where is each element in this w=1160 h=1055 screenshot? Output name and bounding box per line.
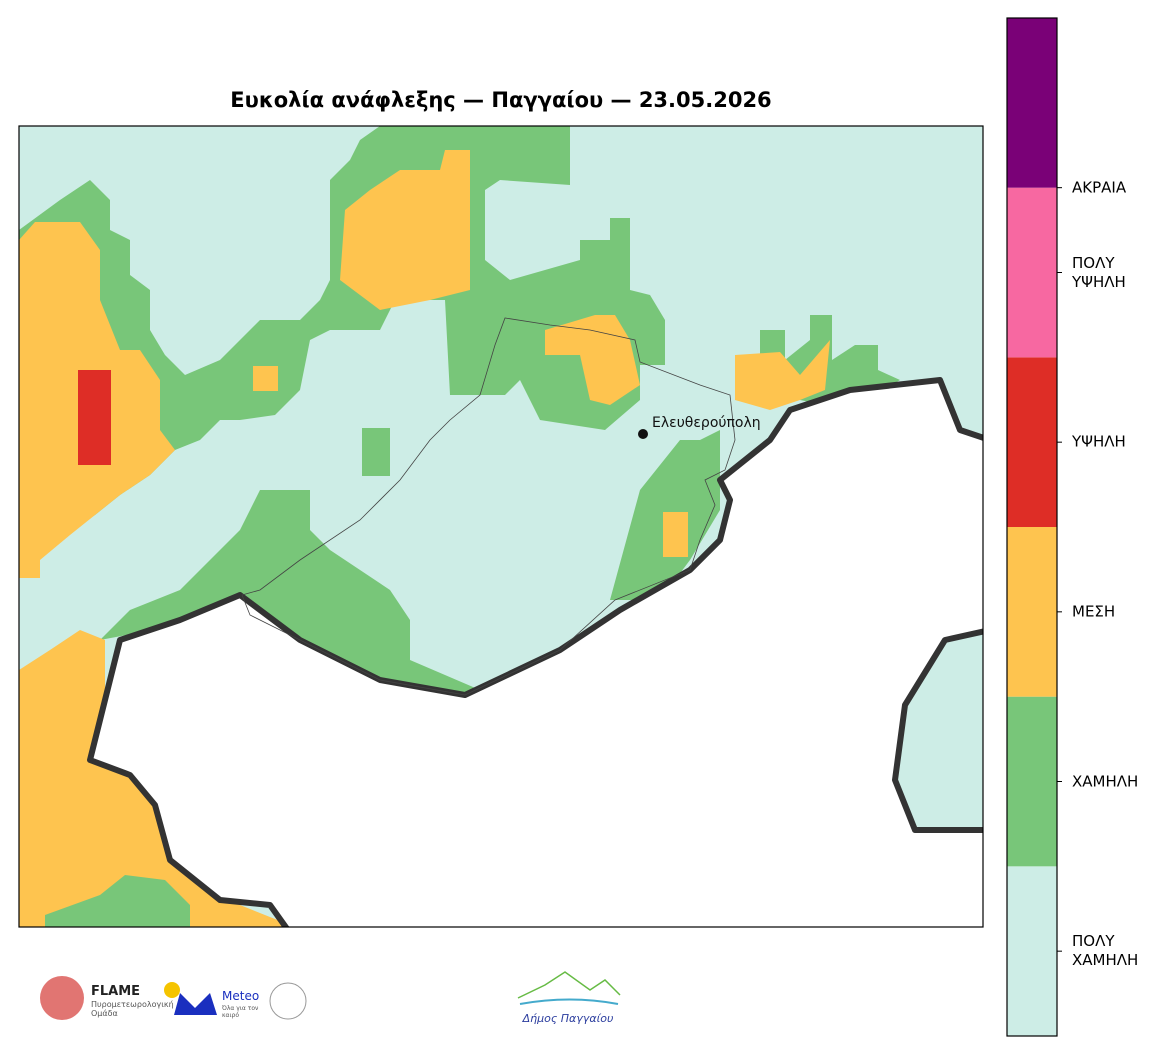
plot-frame <box>18 125 984 928</box>
zone-medium <box>19 630 295 927</box>
legend-label: ΜΕΣΗ <box>1072 602 1116 621</box>
seal <box>269 982 307 1020</box>
legend-label: ΥΨΗΛΗ <box>1072 432 1126 451</box>
colorbar-segment <box>1007 18 1057 188</box>
zone-medium <box>253 366 278 391</box>
flame-text: FLAME <box>91 984 140 999</box>
zone-low <box>362 428 390 476</box>
zone-medium <box>545 315 640 405</box>
municipality-text: Δήμος Παγγαίου <box>522 1012 614 1025</box>
place-marker <box>638 429 648 439</box>
colorbar-segment <box>1007 696 1057 867</box>
municipality-wave <box>519 998 619 1005</box>
boundary <box>241 317 736 696</box>
legend-label: ΠΟΛΥ ΥΨΗΛΗ <box>1072 253 1126 291</box>
legend-label: ΠΟΛΥ ΧΑΜΗΛΗ <box>1072 932 1139 970</box>
flame-logo <box>40 976 84 1020</box>
zone-medium <box>663 512 688 557</box>
colorbar-segment <box>1007 527 1057 697</box>
meteo-text: Meteo <box>222 989 259 1003</box>
colorbar-frame <box>1006 17 1058 1037</box>
colorbar-segment <box>1007 187 1057 358</box>
meteo-dot <box>164 982 180 998</box>
legend-label: ΑΚΡΑΙΑ <box>1072 178 1127 197</box>
flame-subtitle: Πυρομετεωρολογική Ομάδα <box>91 1000 174 1018</box>
meteo-subtitle: Όλα για τον καιρό <box>222 1005 259 1019</box>
zone-medium <box>735 340 830 410</box>
zone-low <box>100 490 480 700</box>
map-title: Ευκολία ανάφλεξης — Παγγαίου — 23.05.202… <box>230 88 771 112</box>
legend-label: ΧΑΜΗΛΗ <box>1072 772 1139 790</box>
zone-medium <box>340 150 470 310</box>
zone-high <box>78 370 111 465</box>
zone-low <box>45 875 190 927</box>
meteo-logo <box>174 993 217 1015</box>
colorbar-segment <box>1007 357 1057 527</box>
map <box>19 126 983 927</box>
place-label: Ελευθερούπολη <box>652 415 761 431</box>
colorbar <box>1006 17 1062 1037</box>
municipality-logo <box>517 971 621 999</box>
colorbar-segment <box>1007 866 1057 1036</box>
